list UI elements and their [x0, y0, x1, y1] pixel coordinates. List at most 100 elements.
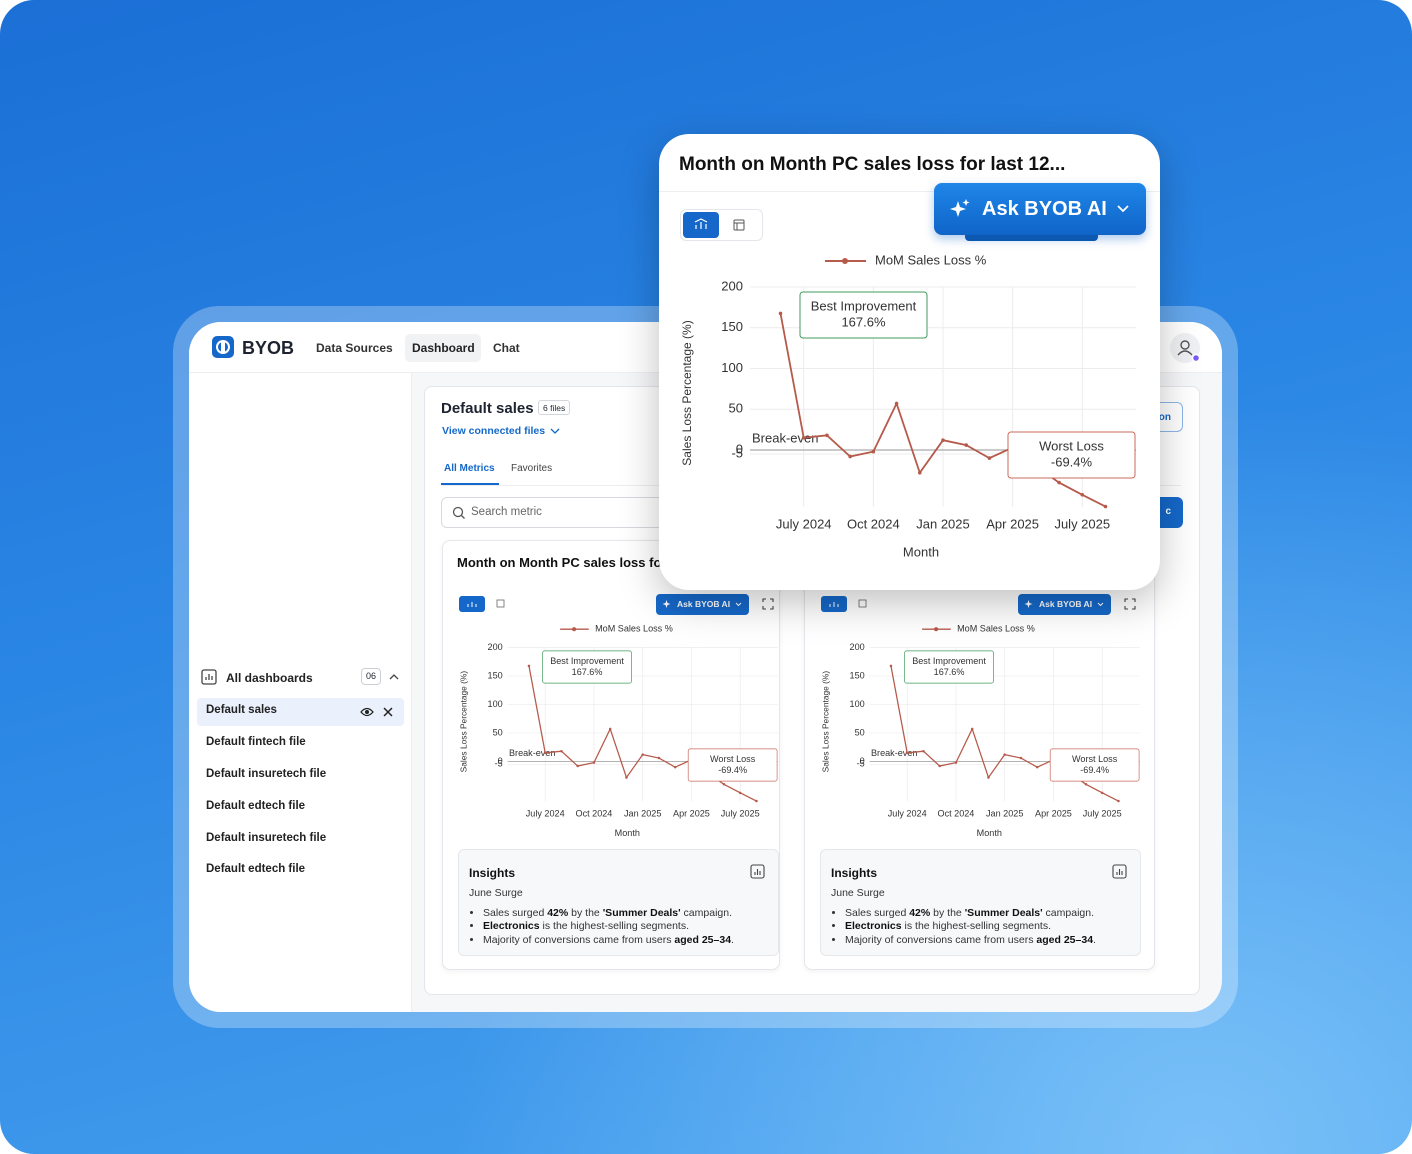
x-tick-label: Oct 2024 — [576, 808, 613, 818]
count-badge: 06 — [361, 668, 381, 685]
data-point — [825, 433, 829, 438]
sidebar-item[interactable]: Default edtech file — [206, 800, 306, 812]
insights-box: Insights June Surge Sales surged 42% by th… — [458, 849, 779, 956]
nav-link[interactable]: Data Sources — [316, 341, 393, 355]
data-point — [560, 749, 563, 753]
collapse-icon[interactable] — [389, 672, 399, 682]
card-title: Month on Month PC sales loss for last 12… — [457, 555, 722, 570]
y-tick-label: -5 — [731, 445, 743, 460]
insight-item: Majority of conversions came from users … — [845, 934, 1096, 947]
chart-icon[interactable] — [1112, 864, 1127, 879]
data-point — [917, 470, 922, 475]
ask-ai-button[interactable] — [656, 594, 749, 615]
ask-ai-button[interactable] — [1018, 594, 1111, 615]
y-tick-label: 200 — [721, 278, 743, 293]
data-point — [801, 435, 806, 440]
chart-popup: Month on Month PC sales loss for last 12… — [659, 134, 1160, 590]
sidebar-item[interactable]: Default sales — [206, 704, 277, 716]
insight-bold: aged 25–34 — [1036, 933, 1094, 946]
sidebar-title: All dashboards — [226, 671, 313, 685]
y-tick-label: 50 — [729, 401, 743, 416]
ask-ai-button[interactable] — [934, 183, 1146, 235]
toggle-buttons[interactable] — [821, 596, 881, 614]
tab[interactable]: All Metrics — [444, 463, 495, 474]
insight-bold: Electronics — [845, 920, 902, 933]
y-axis-label: Sales Loss Percentage (%) — [680, 320, 694, 465]
y-tick-label: 0 — [860, 756, 865, 766]
chart-icon[interactable] — [750, 864, 765, 879]
insights-heading: June Surge — [831, 887, 885, 899]
insights-list: Sales surged 42% by the 'Summer Deals' c… — [831, 907, 1096, 947]
annotation-value: 167.6% — [572, 667, 603, 677]
annotation-title: Best Improvement — [912, 656, 986, 666]
tab[interactable]: Favorites — [511, 463, 553, 474]
sidebar-item[interactable]: Default fintech file — [206, 736, 306, 748]
popup-divider — [659, 191, 1160, 192]
insights-title: Insights — [831, 866, 878, 880]
data-point — [987, 776, 990, 779]
annotation-box — [1049, 748, 1140, 782]
annotation-value: -69.4% — [1080, 765, 1109, 775]
sparkle-icon — [662, 600, 671, 608]
connected-link[interactable]: View connected files — [442, 425, 546, 437]
expand-icon[interactable] — [1124, 598, 1136, 610]
insight-text: by the — [568, 907, 603, 919]
insight-text: Sales surged — [845, 907, 910, 919]
data-point — [954, 761, 958, 764]
data-point — [1003, 753, 1006, 756]
data-point — [1103, 504, 1108, 509]
annotation-title: Worst Loss — [1072, 754, 1118, 764]
sidebar-item[interactable]: Default insuretech file — [206, 832, 327, 844]
legend-label: MoM Sales Loss % — [875, 252, 987, 267]
metric-card: Month on Month PC sales loss for last 12… — [442, 540, 780, 970]
search-placeholder: Search metric — [471, 506, 542, 518]
ask-ai-label[interactable]: Ask BYOB AI — [1039, 599, 1093, 609]
insight-text: campaign. — [1042, 907, 1095, 919]
logo — [212, 336, 234, 358]
insight-text: is the highest-selling segments. — [539, 920, 690, 933]
nav-active-bg — [405, 334, 481, 362]
x-tick-label: July 2025 — [721, 808, 760, 818]
expand-icon[interactable] — [762, 598, 774, 610]
insight-bold: 42% — [909, 907, 931, 919]
insight-bold: aged 25–34 — [674, 933, 732, 946]
chart: -50 50 100 150 200 July 2024 Oct 2024 Jan 2025 A… — [820, 624, 1140, 838]
x-axis-label: Month — [977, 828, 1002, 838]
insight-bold: 'Summer Deals' — [964, 907, 1043, 919]
data-point — [987, 456, 992, 460]
files-badge: 6 files — [538, 400, 571, 415]
sidebar-item[interactable]: Default edtech file — [206, 863, 306, 875]
popup-title: Month on Month PC sales loss for last 12… — [679, 154, 1066, 175]
toggle-buttons[interactable] — [459, 596, 519, 614]
x-tick-label: Apr 2025 — [986, 516, 1039, 531]
tab-underline — [441, 483, 499, 485]
close-icon[interactable] — [383, 707, 393, 717]
data-point — [1084, 783, 1088, 786]
y-tick-label: 50 — [493, 727, 503, 737]
data-point — [964, 443, 969, 447]
avatar[interactable] — [1169, 332, 1203, 366]
annotation-box — [1007, 431, 1136, 479]
toggle-buttons[interactable] — [683, 212, 761, 238]
x-axis-label: Month — [615, 828, 640, 838]
y-tick-label: 50 — [855, 727, 865, 737]
data-point — [938, 764, 941, 768]
insight-item: Electronics is the highest-selling segme… — [845, 920, 1096, 933]
data-point — [1080, 492, 1085, 497]
data-point — [1117, 799, 1120, 803]
nav-link[interactable]: Chat — [493, 341, 520, 355]
legend-label: MoM Sales Loss % — [595, 624, 673, 634]
ask-ai-label[interactable]: Ask BYOB AI — [677, 599, 731, 609]
x-tick-label: Jan 2025 — [624, 808, 661, 818]
annotation-title: Best Improvement — [811, 298, 917, 313]
insight-bold: 'Summer Deals' — [602, 907, 681, 919]
dash-icon — [201, 669, 217, 685]
insight-text: by the — [930, 907, 965, 919]
annotation-value: -69.4% — [1051, 454, 1093, 469]
sidebar-item[interactable]: Default insuretech file — [206, 768, 327, 780]
nav-link[interactable]: Dashboard — [412, 341, 475, 355]
annotation-box — [542, 650, 632, 684]
eye-icon[interactable] — [360, 706, 374, 718]
data-point — [576, 764, 579, 768]
